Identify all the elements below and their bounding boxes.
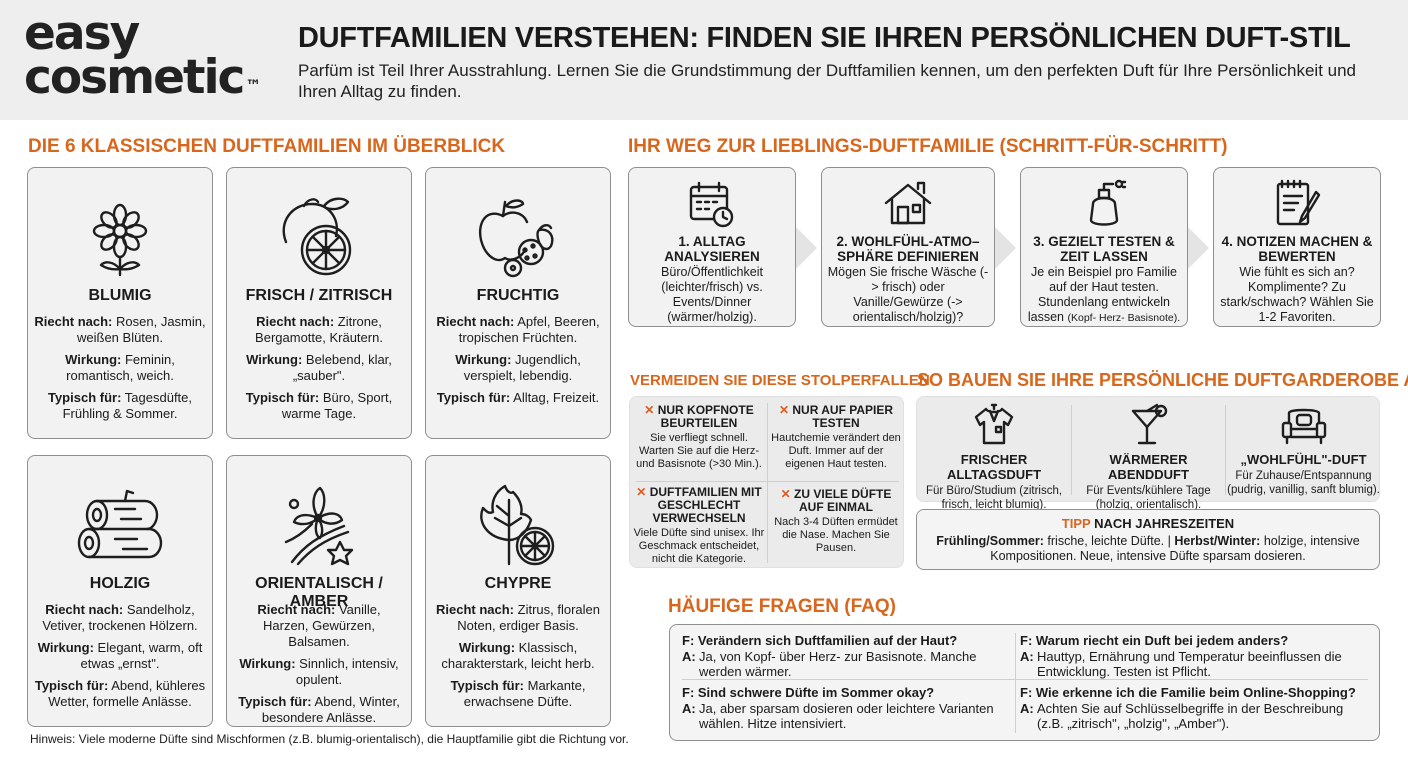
wardrobe-item: „WOHLFÜHL"-DUFT Für Zuhause/Entspannung … — [1226, 403, 1381, 497]
family-name: CHYPRE — [484, 575, 552, 592]
vanilla-spice-icon — [227, 470, 411, 580]
family-card-blumig: BLUMIG Riecht nach: Rosen, Jasmin, weiße… — [27, 167, 213, 439]
fruit-icon — [426, 182, 610, 292]
faq-section-title: HÄUFIGE FRAGEN (FAQ) — [668, 596, 896, 617]
pitfall-item: ✕ NUR AUF PAPIER TESTEN Hautchemie verän… — [771, 403, 901, 471]
family-card-frisch: FRISCH / ZITRISCH Riecht nach: Zitrone, … — [226, 167, 412, 439]
faq-question: F: Verändern sich Duftfamilien auf der H… — [682, 633, 958, 648]
step-card-2: 2. WOHLFÜHL-ATMO– SPHÄRE DEFINIEREN Möge… — [821, 167, 995, 327]
step-arrow — [994, 226, 1016, 270]
step-card-3: 3. GEZIELT TESTEN & ZEIT LASSEN Je ein B… — [1020, 167, 1188, 327]
sofa-icon — [1226, 403, 1381, 452]
families-section-title: DIE 6 KLASSISCHEN DUFTFAMILIEN IM ÜBERBL… — [28, 136, 506, 157]
cocktail-icon — [1072, 403, 1225, 452]
cross-icon: ✕ — [644, 403, 655, 417]
step-title: 1. ALLTAG ANALYSIEREN — [664, 234, 760, 264]
wood-log-icon — [28, 470, 212, 580]
pitfalls-section-title: VERMEIDEN SIE DIESE STOLPERFALLEN — [630, 372, 930, 389]
step-card-4: 4. NOTIZEN MACHEN & BEWERTEN Wie fühlt e… — [1213, 167, 1381, 327]
tip-text: Frühling/Sommer: frische, leichte Düfte.… — [936, 534, 1360, 563]
divider — [1225, 405, 1226, 495]
wardrobe-panel: FRISCHER ALLTAGSDUFT Für Büro/Studium (z… — [916, 396, 1381, 511]
family-card-holzig: HOLZIG Riecht nach: Sandelholz, Vetiver,… — [27, 455, 213, 727]
family-name: BLUMIG — [88, 287, 152, 304]
divider — [636, 481, 899, 482]
divider — [1071, 405, 1072, 495]
family-description: Riecht nach: Sandelholz, Vetiver, trocke… — [34, 602, 206, 709]
family-name: ORIENTALISCH / AMBER — [255, 575, 383, 610]
pitfall-item: ✕ ZU VIELE DÜFTE AUF EINMAL Nach 3-4 Düf… — [774, 487, 898, 555]
step-text: Mögen Sie frische Wäsche (-> frisch) ode… — [827, 265, 989, 324]
family-card-orientalisch: ORIENTALISCH / AMBER Riecht nach: Vanill… — [226, 455, 412, 727]
house-icon — [822, 176, 994, 232]
families-footnote: Hinweis: Viele moderne Düfte sind Mischf… — [30, 732, 629, 746]
page-subtitle: Parfüm ist Teil Ihrer Ausstrahlung. Lern… — [298, 61, 1357, 101]
divider — [682, 679, 1368, 680]
brand-logo: easy cosmetic ™ — [24, 6, 262, 105]
family-name: FRUCHTIG — [476, 287, 560, 304]
step-card-1: 1. ALLTAG ANALYSIEREN Büro/Öffentlichkei… — [628, 167, 796, 327]
wardrobe-item: WÄRMERER ABENDDUFT Für Events/kühlere Ta… — [1072, 403, 1225, 512]
step-title: 3. GEZIELT TESTEN & ZEIT LASSEN — [1033, 234, 1175, 264]
flower-icon — [28, 182, 212, 292]
calendar-clock-icon — [629, 176, 795, 232]
faq-answer: A: Ja, aber sparsam dosieren oder leichte… — [682, 701, 994, 731]
shirt-icon — [917, 403, 1071, 452]
pitfall-item: ✕ DUFTFAMILIEN MIT GESCHLECHT VERWECHSEL… — [633, 485, 765, 566]
family-description: Riecht nach: Vanille, Harzen, Gewürzen, … — [238, 602, 400, 725]
citrus-icon — [227, 182, 411, 292]
season-tip-box: TIPP NACH JAHRESZEITEN Frühling/Sommer: … — [916, 509, 1380, 570]
family-description: Riecht nach: Apfel, Beeren, tropischen F… — [436, 314, 600, 405]
cross-icon: ✕ — [780, 487, 791, 501]
family-description: Riecht nach: Rosen, Jasmin, weißen Blüte… — [34, 314, 206, 421]
tip-title: TIPP NACH JAHRESZEITEN — [1061, 516, 1235, 531]
faq-panel: F: Verändern sich Duftfamilien auf der H… — [669, 624, 1380, 741]
faq-answer: A: Ja, von Kopf- über Herz- zur Basisnote… — [682, 649, 977, 679]
perfume-bottle-icon — [1021, 176, 1187, 232]
faq-question: F: Warum riecht ein Duft bei jedem ander… — [1020, 633, 1289, 648]
family-card-fruchtig: FRUCHTIG Riecht nach: Apfel, Beeren, tro… — [425, 167, 611, 439]
family-description: Riecht nach: Zitrone, Bergamotte, Kräute… — [245, 314, 393, 421]
cross-icon: ✕ — [778, 403, 790, 417]
divider — [1015, 633, 1016, 733]
faq-question: F: Wie erkenne ich die Familie beim Onli… — [1020, 685, 1356, 700]
family-name: FRISCH / ZITRISCH — [245, 287, 393, 304]
faq-answer: A: Hauttyp, Ernährung und Temperatur beei… — [1020, 649, 1342, 679]
faq-answer: A: Achten Sie auf Schlüsselbegriffe in de… — [1020, 701, 1344, 731]
page-title: DUFTFAMILIEN VERSTEHEN: FINDEN SIE IHREN… — [298, 22, 1351, 54]
step-title: 2. WOHLFÜHL-ATMO– SPHÄRE DEFINIEREN — [836, 234, 980, 264]
notepad-pen-icon — [1214, 176, 1380, 232]
step-arrow — [795, 226, 817, 270]
faq-question: F: Sind schwere Düfte im Sommer okay? — [682, 685, 935, 700]
family-card-chypre: CHYPRE Riecht nach: Zitrus, floralen Not… — [425, 455, 611, 727]
wardrobe-item: FRISCHER ALLTAGSDUFT Für Büro/Studium (z… — [917, 403, 1071, 512]
step-arrow — [1187, 226, 1209, 270]
step-text: Wie fühlt es sich an? Komplimente? Zu st… — [1220, 265, 1374, 324]
header-banner: easy cosmetic ™ DUFTFAMILIEN VERSTEHEN: F… — [0, 0, 1408, 120]
steps-section-title: IHR WEG ZUR LIEBLINGS-DUFTFAMILIE (SCHRI… — [628, 136, 1228, 157]
pitfalls-panel: ✕ NUR KOPFNOTE BEURTEILEN Sie verfliegt … — [629, 396, 904, 568]
family-name: HOLZIG — [89, 575, 151, 592]
step-text: Büro/Öffentlichkeit (leichter/frisch) vs… — [661, 265, 763, 324]
cross-icon: ✕ — [636, 485, 647, 499]
step-title: 4. NOTIZEN MACHEN & BEWERTEN — [1221, 234, 1373, 264]
step-text: Je ein Beispiel pro Familie auf der Haut… — [1027, 265, 1181, 324]
family-description: Riecht nach: Zitrus, floralen Noten, erd… — [435, 602, 600, 709]
pitfall-item: ✕ NUR KOPFNOTE BEURTEILEN Sie verfliegt … — [636, 403, 762, 471]
wardrobe-section-title: SO BAUEN SIE IHRE PERSÖNLICHE DUFTGARDER… — [917, 370, 1408, 390]
divider — [767, 403, 768, 563]
leaf-citrus-icon — [426, 470, 610, 580]
